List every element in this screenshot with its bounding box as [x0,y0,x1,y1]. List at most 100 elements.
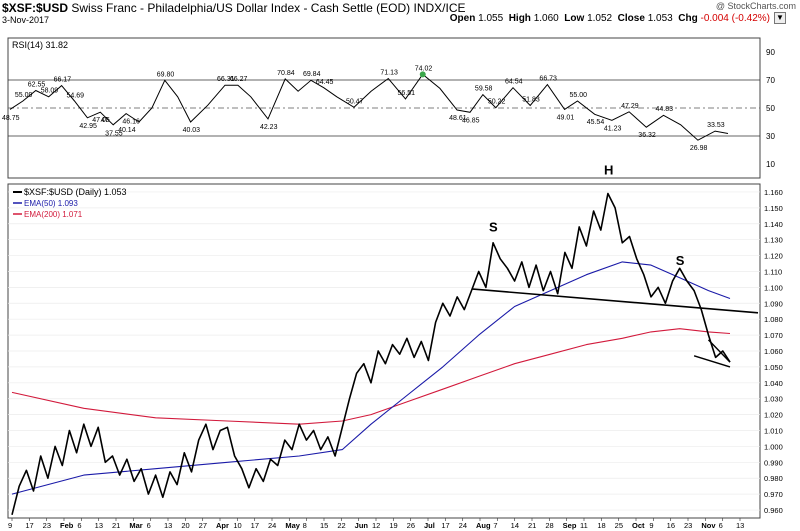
price-y-tick-label: 1.040 [764,379,783,388]
rsi-value-label: 46.16 [122,118,140,125]
price-y-tick-label: 1.060 [764,347,783,356]
rsi-value-label: 55.09 [15,92,33,99]
pattern-label-s: S [489,220,498,235]
chart-symbol-title: $XSF:$USD Swiss Franc - Philadelphia/US … [2,1,466,15]
rsi-value-label: 64.54 [505,79,523,86]
rsi-value-label: 66.73 [539,76,557,83]
rsi-value-label: 69.80 [157,71,175,78]
x-tick-label: 12 [372,521,380,530]
exchange: INDX/ICE [413,1,466,15]
x-tick-label: 20 [181,521,189,530]
ema50-line [11,261,731,495]
x-tick-label: 17 [441,521,449,530]
price-panel: S H S 1.160 1.150 1.140 1.130 1.120 1.110 1.100 1… [7,162,783,519]
x-tick-label: 21 [528,521,536,530]
price-y-tick-label: 1.010 [764,427,783,436]
x-tick-label: 11 [580,521,588,530]
x-axis: 9 17 23 Feb 6 13 21 Mar 6 13 20 27 Apr 10 17 24 May 8 15 22… [8,518,744,530]
wedge-upper-line [707,339,731,363]
price-y-tick-label: 1.000 [764,442,783,451]
x-tick-label: 17 [251,521,259,530]
rsi-value-label: 69.84 [303,71,321,78]
symbol: $XSF:$USD [2,1,69,15]
x-tick-label: Nov [701,521,716,530]
rsi-value-label: 42.23 [260,124,278,131]
x-tick-label: 6 [719,521,723,530]
neckline [471,288,759,314]
x-tick-label: 7 [493,521,497,530]
close-label: Close [617,13,645,24]
pattern-label-h: H [604,162,613,177]
pattern-label-s: S [676,253,685,268]
high-value: 1.060 [533,13,559,24]
open-label: Open [449,13,476,24]
x-tick-label: Mar [129,521,142,530]
x-tick-label: Jul [424,521,435,530]
legend-ema200: EMA(200) 1.071 [24,210,83,219]
ema200-line [11,328,731,425]
x-tick-label: 10 [233,521,241,530]
price-y-tick-label: 1.070 [764,331,783,340]
rsi-value-label: 37.55 [105,130,123,137]
copyright: @ StockCharts.com [715,1,796,11]
legend-price: $XSF:$USD (Daily) 1.053 [24,187,127,197]
rsi-value-label: 56.51 [398,90,416,97]
price-y-tick-label: 0.980 [764,474,783,483]
x-tick-label: 24 [459,521,467,530]
rsi-value-label: 66.27 [230,76,248,83]
rsi-value-label: 59.58 [475,86,493,93]
x-tick-label: 22 [337,521,345,530]
low-label: Low [564,13,585,24]
chevron-down-icon[interactable]: ▼ [774,12,786,24]
rsi-value-label: 47 [101,117,109,124]
x-tick-label: 27 [199,521,207,530]
rsi-line [9,73,729,141]
rsi-value-label: 44.83 [656,106,674,113]
price-y-tick-label: 1.150 [764,204,783,213]
rsi-value-label: 47.05 [92,117,110,124]
x-tick-label: 16 [667,521,675,530]
price-y-tick-label: 0.960 [764,506,783,515]
chart-date: 3-Nov-2017 [2,15,50,25]
rsi-overbought-marker [419,71,426,78]
rsi-y-tick-label: 50 [766,104,775,113]
rsi-value-label: 42.95 [79,123,97,130]
rsi-value-label: 50.22 [488,99,506,106]
rsi-value-label: 51.83 [522,96,540,103]
x-tick-label: Sep [563,521,577,530]
chg-value: -0.004 (-0.42%) [700,13,770,24]
rsi-value-label: 50.47 [346,98,364,105]
rsi-value-label: 64.45 [316,79,334,86]
price-y-tick-label: 1.030 [764,395,783,404]
rsi-value-label: 62.55 [28,81,46,88]
price-y-tick-label: 0.990 [764,458,783,467]
rsi-value-label: 66.17 [54,76,72,83]
rsi-y-tick-label: 30 [766,132,775,141]
rsi-value-label: 48.61 [449,115,467,122]
rsi-value-label: 26.98 [690,145,708,152]
x-tick-label: 18 [597,521,605,530]
x-tick-label: 14 [511,521,519,530]
description: Swiss Franc - Philadelphia/US Dollar Ind… [71,1,411,15]
x-tick-label: 13 [95,521,103,530]
x-tick-label: 15 [320,521,328,530]
x-tick-label: 23 [43,521,51,530]
price-y-tick-label: 1.140 [764,220,783,229]
rsi-value-label: 40.14 [118,127,136,134]
price-y-tick-label: 1.020 [764,411,783,420]
price-y-tick-label: 1.110 [764,267,782,276]
x-tick-label: Oct [632,521,645,530]
legend-ema50: EMA(50) 1.093 [24,199,78,208]
price-y-tick-label: 1.120 [764,252,783,261]
ohlc-readout: Open 1.055 High 1.060 Low 1.052 Close 1.… [450,13,770,24]
rsi-value-label: 74.02 [415,65,433,72]
rsi-value-label: 36.32 [638,132,656,139]
rsi-value-label: 41.23 [604,125,622,132]
x-tick-label: Apr [216,521,229,530]
rsi-value-label: 66.31 [217,76,235,83]
rsi-y-tick-label: 70 [766,76,775,85]
price-y-tick-label: 0.970 [764,490,783,499]
x-tick-label: 19 [389,521,397,530]
x-tick-label: 28 [545,521,553,530]
